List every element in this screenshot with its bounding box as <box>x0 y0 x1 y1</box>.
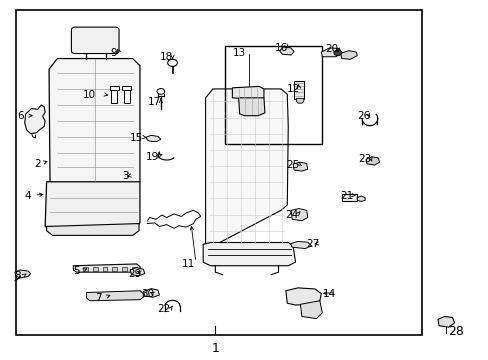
Bar <box>341 194 357 202</box>
Text: 4: 4 <box>25 191 31 201</box>
Polygon shape <box>45 182 140 231</box>
Polygon shape <box>290 242 311 249</box>
Text: 14: 14 <box>322 289 336 298</box>
Text: 18: 18 <box>160 52 173 62</box>
Polygon shape <box>437 316 454 327</box>
Circle shape <box>333 50 341 56</box>
Text: 19: 19 <box>145 152 159 162</box>
Text: 16: 16 <box>274 43 287 53</box>
Text: 22: 22 <box>157 304 170 314</box>
Text: 23: 23 <box>358 154 371 164</box>
Text: 17: 17 <box>148 97 161 107</box>
Polygon shape <box>300 301 322 319</box>
Text: 29: 29 <box>128 269 142 279</box>
Polygon shape <box>366 157 379 165</box>
Bar <box>16 10 421 336</box>
Polygon shape <box>279 47 293 55</box>
Bar <box>102 267 107 271</box>
Text: 13: 13 <box>233 48 246 58</box>
Text: 25: 25 <box>286 160 299 170</box>
Text: 2: 2 <box>35 159 41 169</box>
Text: 15: 15 <box>130 133 143 143</box>
Text: 3: 3 <box>122 171 128 181</box>
Polygon shape <box>357 196 365 202</box>
Polygon shape <box>46 224 139 235</box>
Polygon shape <box>86 291 143 301</box>
Text: 1: 1 <box>211 342 219 355</box>
Polygon shape <box>205 89 287 246</box>
Polygon shape <box>130 267 144 276</box>
Polygon shape <box>340 51 357 59</box>
Polygon shape <box>15 270 30 278</box>
Text: 27: 27 <box>305 239 319 249</box>
Text: 24: 24 <box>285 210 298 220</box>
Text: 8: 8 <box>14 271 20 282</box>
Bar <box>112 267 117 271</box>
FancyBboxPatch shape <box>71 27 119 54</box>
Polygon shape <box>203 243 295 266</box>
Polygon shape <box>232 86 264 100</box>
Bar <box>293 81 303 99</box>
Text: 20: 20 <box>325 44 338 54</box>
Text: 9: 9 <box>110 48 116 58</box>
Circle shape <box>157 89 164 94</box>
Polygon shape <box>292 162 307 171</box>
Circle shape <box>167 59 177 66</box>
Polygon shape <box>25 105 45 134</box>
Text: 6: 6 <box>18 111 24 121</box>
Text: 30: 30 <box>141 289 154 299</box>
Bar <box>111 90 117 103</box>
Text: 12: 12 <box>286 84 299 94</box>
Bar <box>83 267 88 271</box>
Text: 11: 11 <box>182 259 195 269</box>
Polygon shape <box>321 48 341 57</box>
Polygon shape <box>146 135 161 141</box>
Text: 10: 10 <box>82 90 95 100</box>
Polygon shape <box>290 208 307 221</box>
Bar <box>93 267 98 271</box>
Text: 26: 26 <box>356 111 369 121</box>
Text: 7: 7 <box>95 293 102 303</box>
Polygon shape <box>49 59 140 188</box>
Bar <box>123 90 129 103</box>
Text: 21: 21 <box>339 191 352 201</box>
Bar <box>122 86 131 90</box>
Polygon shape <box>295 99 303 103</box>
Text: 5: 5 <box>73 266 80 276</box>
Polygon shape <box>73 264 140 272</box>
Text: 28: 28 <box>447 325 463 338</box>
Polygon shape <box>285 288 321 305</box>
Bar <box>131 267 136 271</box>
Bar <box>224 46 322 144</box>
Polygon shape <box>238 98 264 116</box>
Polygon shape <box>143 289 159 297</box>
Bar <box>110 86 118 90</box>
Bar <box>122 267 126 271</box>
